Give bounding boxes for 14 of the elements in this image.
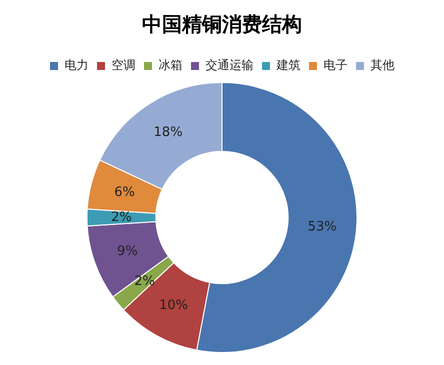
legend-label: 电力 [64, 58, 88, 72]
data-label: 18% [154, 124, 183, 140]
data-label: 2% [111, 210, 132, 225]
legend-label: 空调 [112, 58, 136, 72]
legend-label: 交通运输 [206, 58, 254, 72]
data-label: 9% [117, 244, 138, 259]
chart-title: 中国精铜消费结构 [142, 12, 302, 36]
data-label: 6% [114, 184, 135, 200]
data-label: 53% [308, 219, 337, 234]
legend-label: 其他 [370, 58, 394, 72]
data-label: 10% [159, 298, 188, 314]
legend-label: 建筑 [276, 58, 300, 72]
legend-label: 电子 [324, 58, 348, 72]
legend-label: 冰箱 [158, 58, 182, 72]
